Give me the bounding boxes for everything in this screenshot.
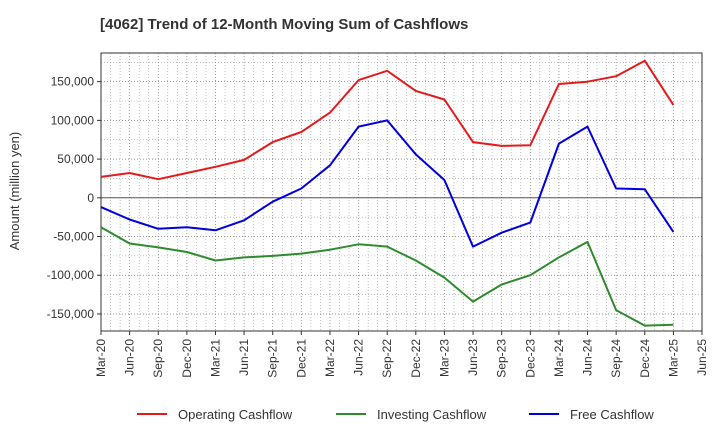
x-tick-label: Mar-22 [323, 339, 337, 377]
x-tick-label: Jun-23 [466, 339, 480, 376]
x-tick-label: Mar-24 [552, 339, 566, 377]
x-tick-label: Jun-21 [237, 339, 251, 376]
plot-frame [100, 52, 703, 332]
x-tick-label: Sep-23 [495, 339, 509, 378]
series-line-free-cashflow [100, 119, 675, 248]
x-tick-label: Dec-23 [523, 339, 537, 378]
x-tick-label: Dec-24 [638, 339, 652, 378]
y-tick-label: 0 [87, 191, 94, 205]
x-tick-label: Mar-25 [666, 339, 680, 377]
y-tick-label: 100,000 [51, 113, 95, 127]
x-tick-label: Dec-21 [294, 339, 308, 378]
legend: Operating Cashflow Investing Cashflow Free… [137, 407, 654, 422]
series-line-investing-cashflow [100, 226, 674, 327]
x-tick-label: Jun-25 [695, 339, 709, 376]
x-tick-label: Sep-24 [609, 339, 623, 378]
y-tick-label: -50,000 [53, 230, 94, 244]
series-line-operating-cashflow [100, 59, 675, 181]
x-tick-label: Jun-22 [352, 339, 366, 376]
x-tick-label: Sep-21 [266, 339, 280, 378]
x-tick-label: Sep-20 [151, 339, 165, 378]
legend-label: Investing Cashflow [377, 407, 487, 422]
x-tick-label: Sep-22 [380, 339, 394, 378]
y-tick-label: -100,000 [47, 268, 95, 282]
x-tick-label: Jun-20 [123, 339, 137, 376]
x-tick-label: Mar-23 [437, 339, 451, 377]
y-axis-label: Amount (million yen) [7, 132, 22, 251]
plot-area: -150,000 -100,000 -50,000 0 50,000 100,000 150… [47, 52, 709, 378]
x-tick-label: Mar-21 [208, 339, 222, 377]
x-tick-label: Mar-20 [94, 339, 108, 377]
plot-background [101, 53, 702, 331]
y-tick-label: 150,000 [51, 75, 95, 89]
x-tick-label: Dec-22 [409, 339, 423, 378]
x-tick-label: Dec-20 [180, 339, 194, 378]
legend-label: Operating Cashflow [178, 407, 293, 422]
y-tick-label: 50,000 [57, 152, 94, 166]
x-tick-label: Jun-24 [581, 339, 595, 376]
y-tick-label: -150,000 [47, 307, 95, 321]
legend-label: Free Cashflow [570, 407, 654, 422]
chart-title: [4062] Trend of 12-Month Moving Sum of C… [100, 16, 468, 33]
